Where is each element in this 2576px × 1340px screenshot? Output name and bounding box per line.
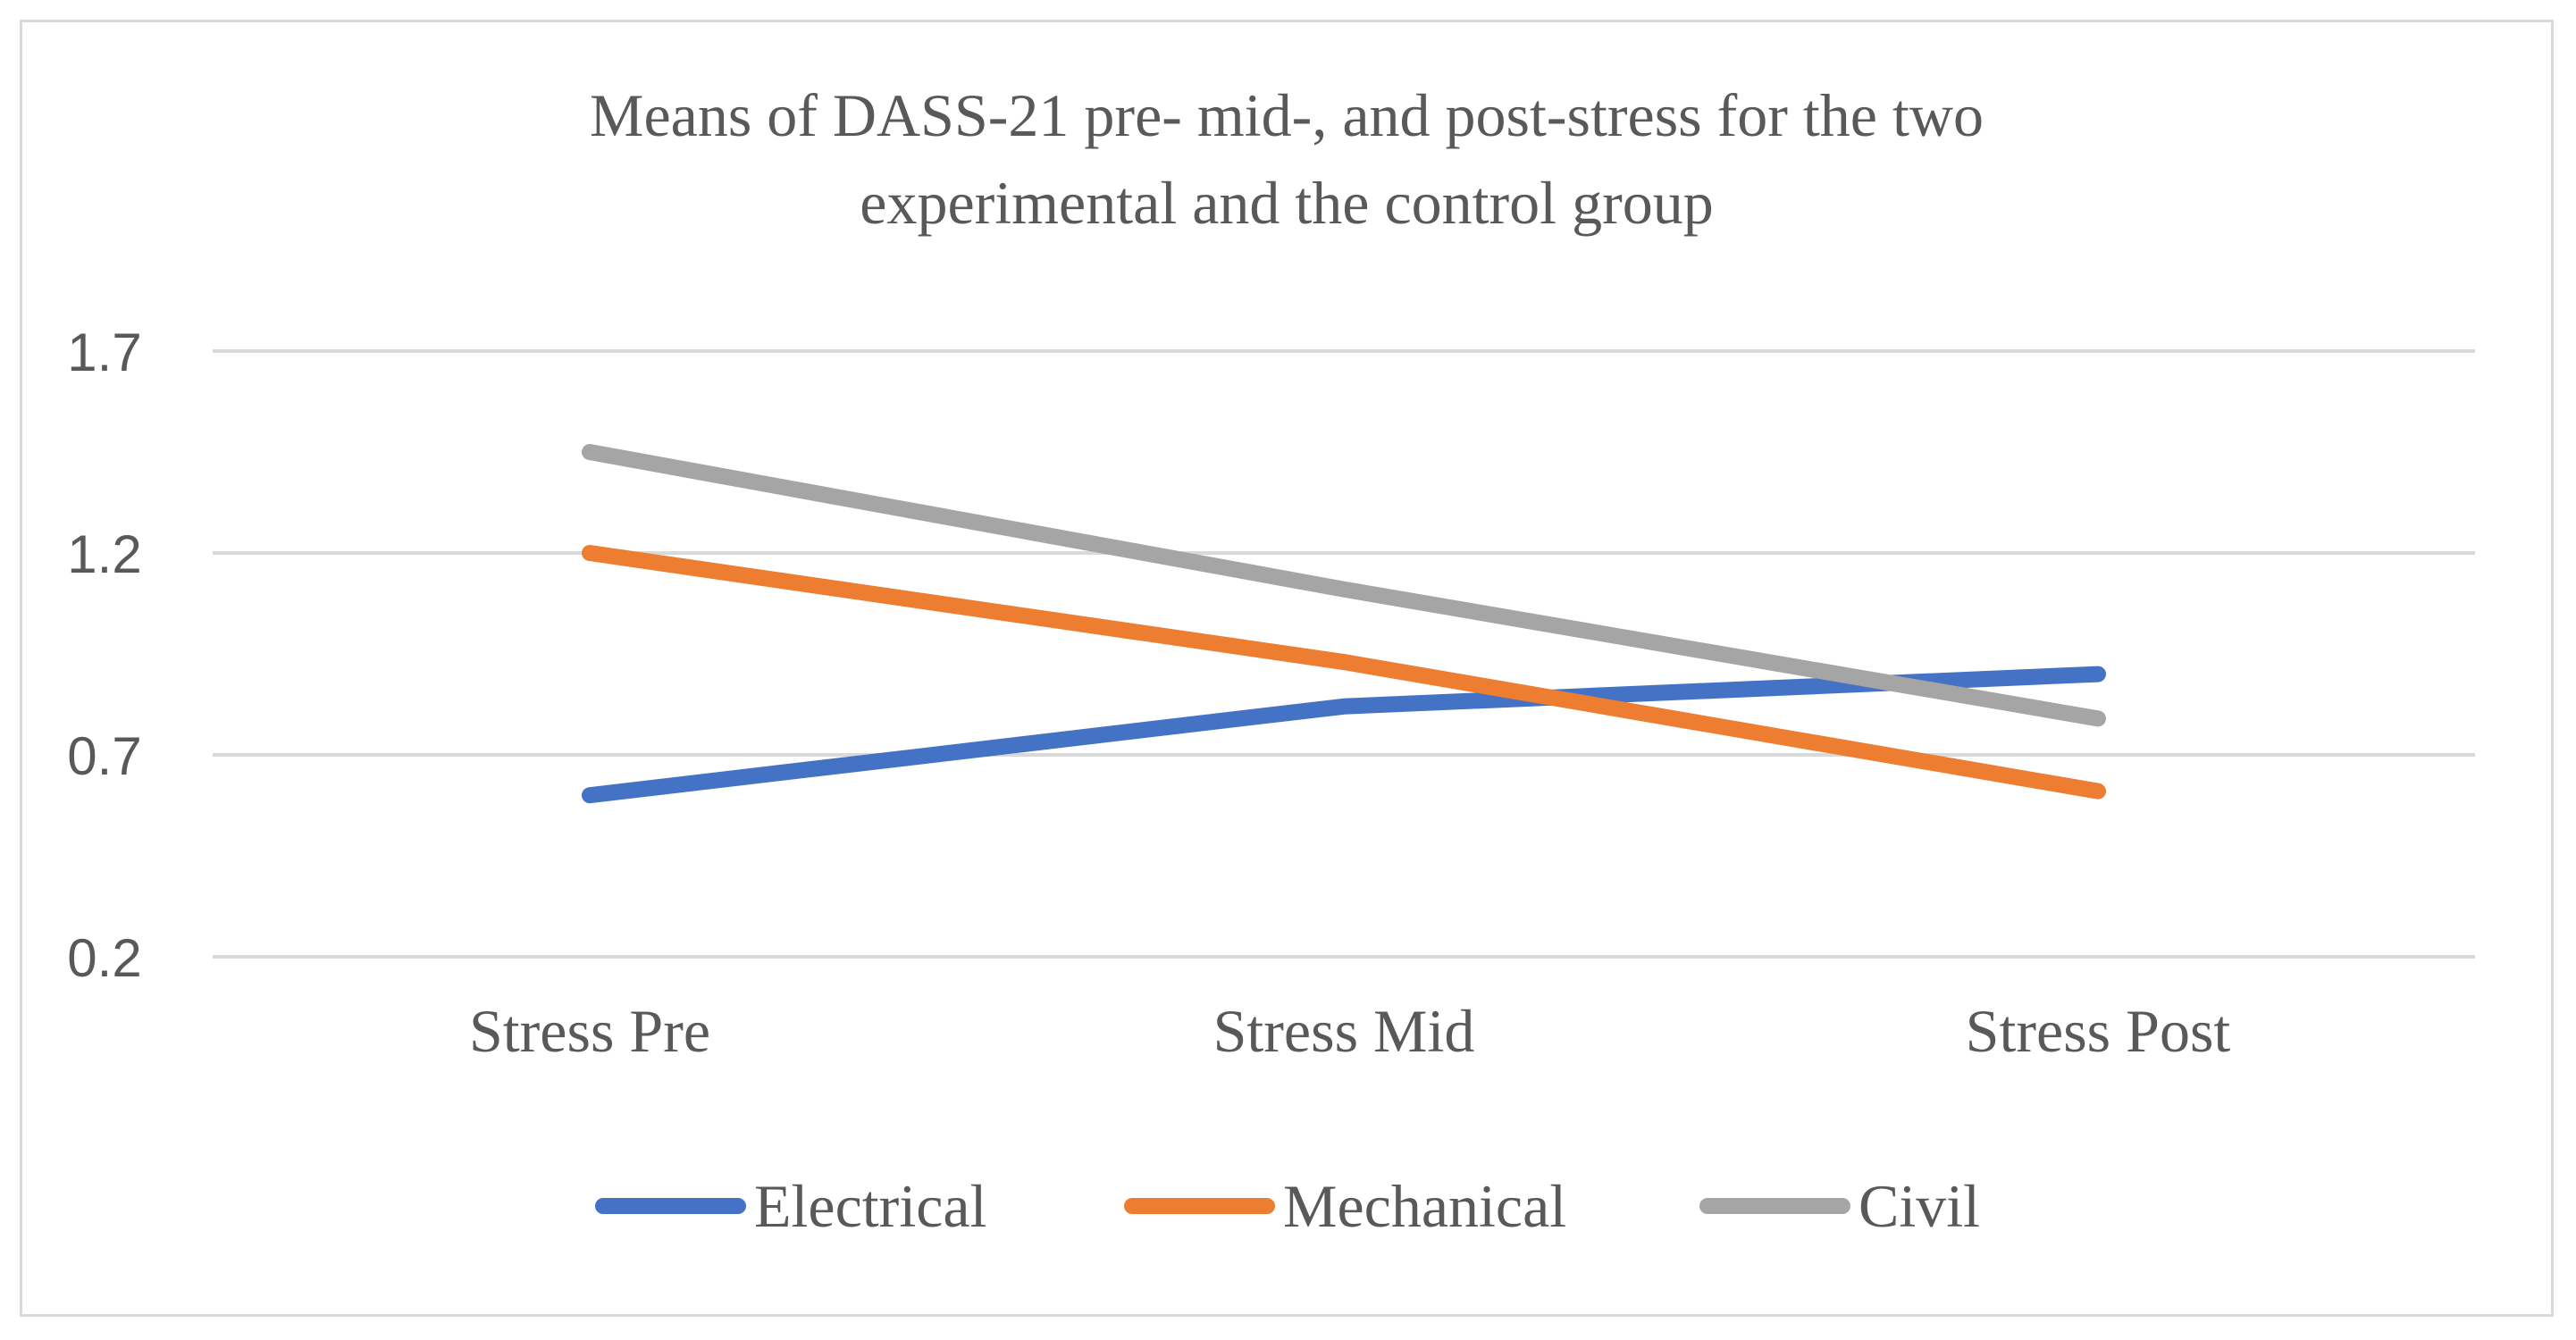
series-line-electrical bbox=[582, 666, 2106, 804]
x-axis-categories: Stress Pre Stress Mid Stress Post bbox=[469, 997, 2230, 1065]
series-lines bbox=[582, 444, 2106, 804]
chart-title-line-1: Means of DASS-21 pre- mid-, and post-str… bbox=[590, 81, 1984, 149]
y-axis-ticks: 1.7 1.2 0.7 0.2 bbox=[67, 322, 141, 988]
legend-label-civil: Civil bbox=[1859, 1172, 1980, 1240]
line-chart: Means of DASS-21 pre- mid-, and post-str… bbox=[67, 81, 2475, 1240]
y-tick-label: 0.7 bbox=[67, 726, 141, 786]
x-category-label: Stress Pre bbox=[469, 997, 710, 1065]
y-tick-label: 1.2 bbox=[67, 524, 141, 584]
chart-title-line-2: experimental and the control group bbox=[860, 169, 1713, 237]
x-category-label: Stress Mid bbox=[1213, 997, 1475, 1065]
x-category-label: Stress Post bbox=[1966, 997, 2231, 1065]
legend: Electrical Mechanical Civil bbox=[595, 1172, 1980, 1240]
y-tick-label: 1.7 bbox=[67, 322, 141, 382]
series-line-mechanical bbox=[582, 545, 2106, 800]
chart-frame: Means of DASS-21 pre- mid-, and post-str… bbox=[20, 20, 2554, 1317]
series-line-civil bbox=[582, 444, 2106, 727]
legend-label-mechanical: Mechanical bbox=[1283, 1172, 1566, 1240]
chart-title: Means of DASS-21 pre- mid-, and post-str… bbox=[590, 81, 1984, 237]
legend-label-electrical: Electrical bbox=[754, 1172, 986, 1240]
y-tick-label: 0.2 bbox=[67, 928, 141, 988]
